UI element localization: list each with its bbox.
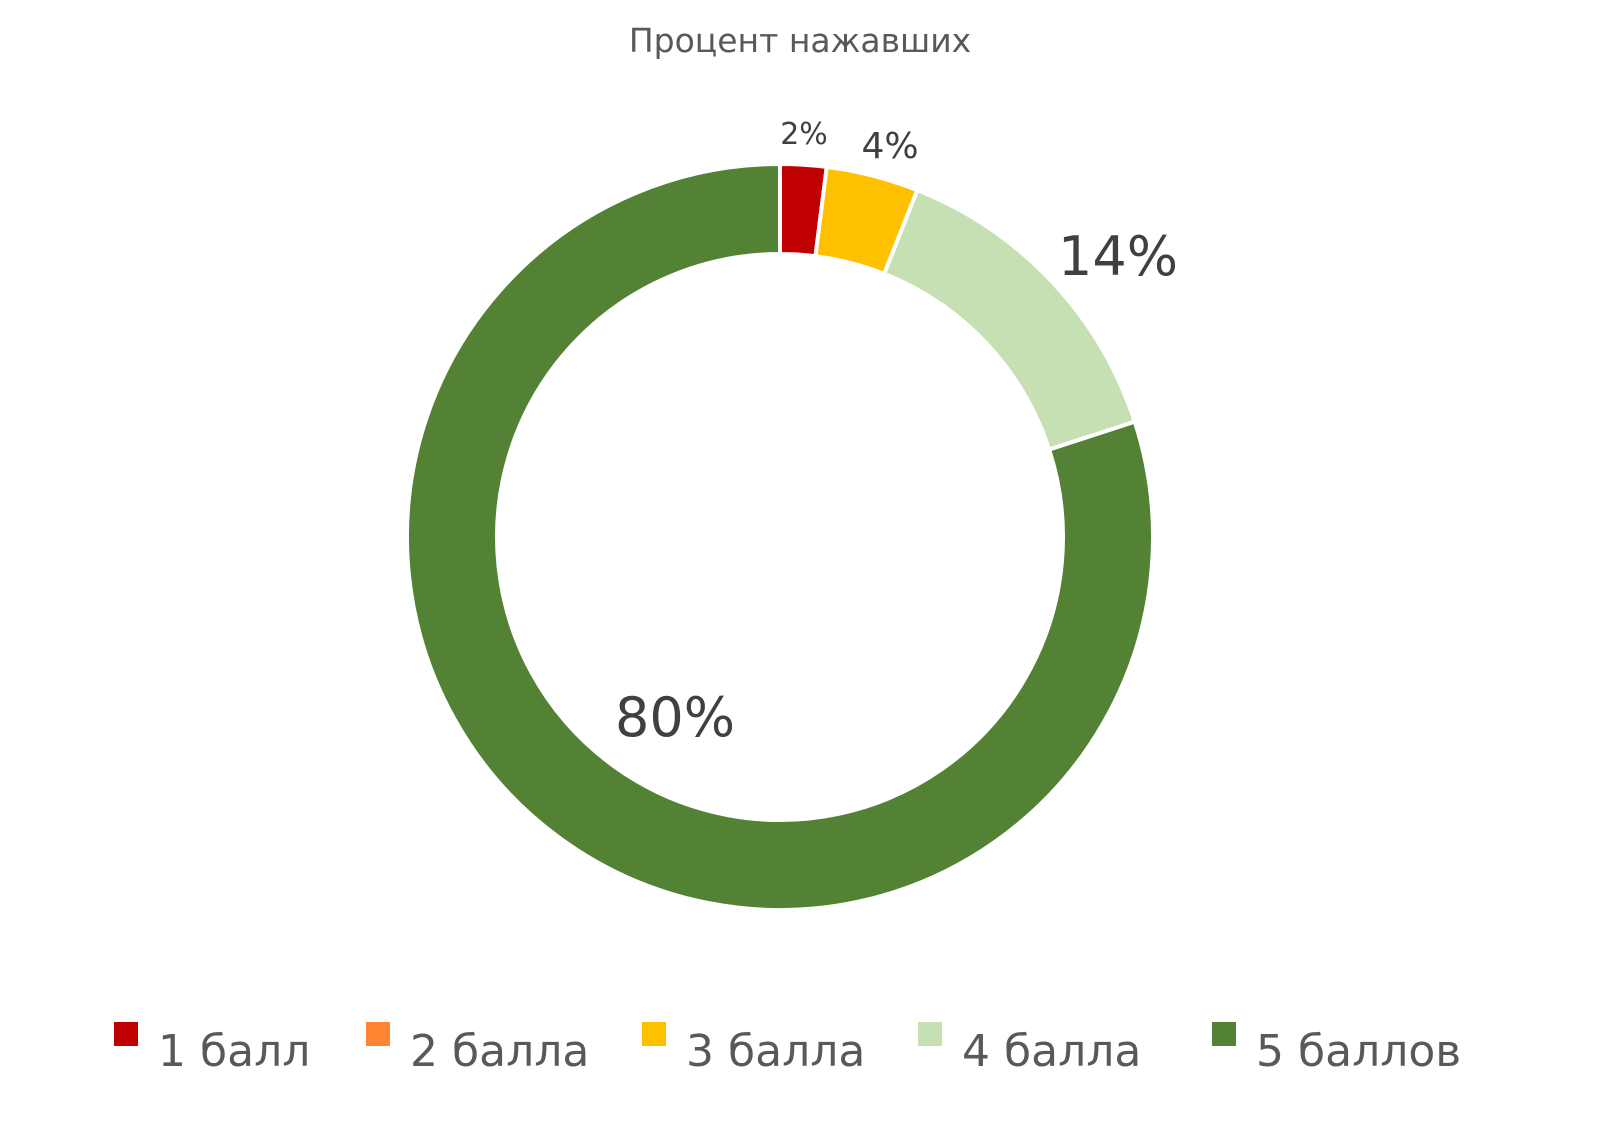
legend-swatch-4 (918, 1022, 942, 1046)
data-label-1: 2% (780, 117, 828, 152)
legend-item-1: 1 балл (114, 1022, 310, 1077)
legend-label-1: 1 балл (158, 1026, 310, 1077)
legend-label-4: 4 балла (962, 1026, 1141, 1077)
legend-label-3: 3 балла (686, 1026, 865, 1077)
legend-item-5: 5 баллов (1212, 1022, 1461, 1077)
legend-item-3: 3 балла (642, 1022, 865, 1077)
chart-title: Процент нажавших (629, 21, 971, 60)
data-label-3: 4% (861, 126, 918, 167)
donut-slice-5 (405, 161, 1155, 912)
legend-item-2: 2 балла (366, 1022, 589, 1077)
data-label-4: 14% (1058, 225, 1178, 288)
slice-labels: 2% 4% 14% 80% (615, 117, 1178, 749)
legend-swatch-1 (114, 1022, 138, 1046)
legend-label-2: 2 балла (410, 1026, 589, 1077)
donut-slices (405, 161, 1155, 912)
legend-label-5: 5 баллов (1256, 1026, 1461, 1077)
legend-item-4: 4 балла (918, 1022, 1141, 1077)
legend-swatch-3 (642, 1022, 666, 1046)
legend: 1 балл 2 балла 3 балла 4 балла 5 баллов (114, 1022, 1461, 1077)
legend-swatch-5 (1212, 1022, 1236, 1046)
data-label-5: 80% (615, 686, 735, 749)
legend-swatch-2 (366, 1022, 390, 1046)
